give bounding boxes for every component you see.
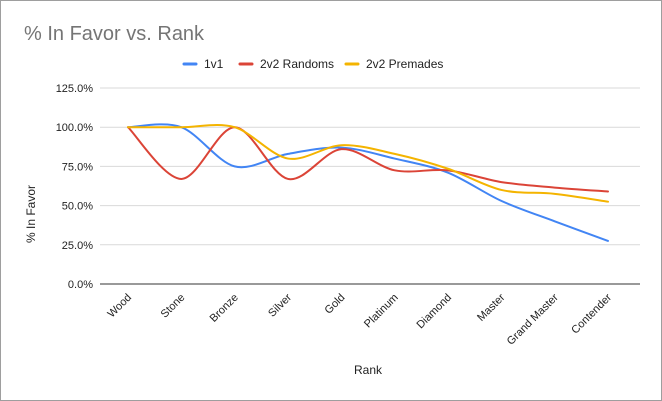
y-tick-label: 50.0% bbox=[62, 201, 93, 213]
x-tick-label: Master bbox=[475, 291, 507, 323]
x-tick-label: Stone bbox=[159, 292, 188, 321]
x-tick-label: Bronze bbox=[208, 292, 241, 325]
x-tick-label: Gold bbox=[323, 292, 348, 317]
series-line-2v2-premades bbox=[127, 123, 609, 203]
legend: 1v1 2v2 Randoms 2v2 Premades bbox=[182, 57, 443, 71]
x-axis-ticks: Wood Stone Bronze Silver Gold Platinum Diamond… bbox=[105, 291, 614, 347]
x-tick-label: Grand Master bbox=[505, 291, 561, 347]
y-tick-label: 25.0% bbox=[62, 240, 93, 252]
x-tick-label: Wood bbox=[105, 292, 134, 321]
x-axis-label: Rank bbox=[354, 363, 383, 377]
y-axis-ticks: 0.0% 25.0% 50.0% 75.0% 100.0% 125.0% bbox=[56, 83, 94, 291]
x-tick-label: Contender bbox=[569, 291, 614, 336]
y-tick-label: 0.0% bbox=[68, 279, 93, 291]
legend-label: 2v2 Randoms bbox=[260, 57, 334, 71]
x-tick-label: Diamond bbox=[415, 292, 455, 332]
y-tick-label: 125.0% bbox=[56, 83, 94, 95]
y-axis-label: % In Favor bbox=[24, 185, 38, 243]
series-line-1v1 bbox=[127, 123, 609, 242]
series-line-2v2-randoms bbox=[127, 126, 609, 193]
y-tick-label: 100.0% bbox=[56, 122, 94, 134]
x-tick-label: Silver bbox=[266, 291, 294, 319]
series-lines bbox=[127, 123, 609, 242]
chart-title: % In Favor vs. Rank bbox=[24, 23, 205, 45]
legend-label: 1v1 bbox=[204, 57, 224, 71]
gridlines bbox=[100, 87, 640, 285]
x-tick-label: Platinum bbox=[362, 292, 401, 331]
legend-label: 2v2 Premades bbox=[366, 57, 443, 71]
y-tick-label: 75.0% bbox=[62, 161, 93, 173]
